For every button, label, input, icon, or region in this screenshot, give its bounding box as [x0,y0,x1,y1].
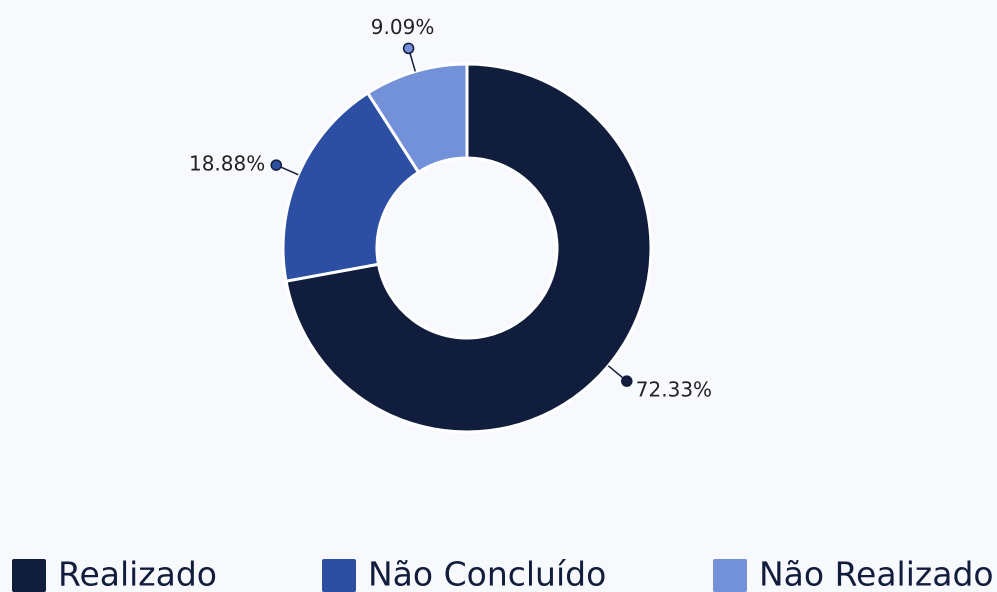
legend-label: Não Concluído [368,555,606,592]
data-label: 9.09% [371,15,435,39]
donut-slice [365,62,469,175]
leader-dot [270,159,282,171]
legend-swatch [12,559,46,592]
data-label: 18.88% [189,152,265,176]
legend-label: Não Realizado [759,555,994,592]
legend-swatch [713,559,747,592]
data-label: 72.33% [636,378,712,402]
legend-swatch [322,559,356,592]
legend-label: Realizado [58,555,217,592]
leader-dot [402,42,415,55]
donut-slice [284,62,653,434]
leader-dot [621,375,633,387]
donut-slice [281,90,421,283]
